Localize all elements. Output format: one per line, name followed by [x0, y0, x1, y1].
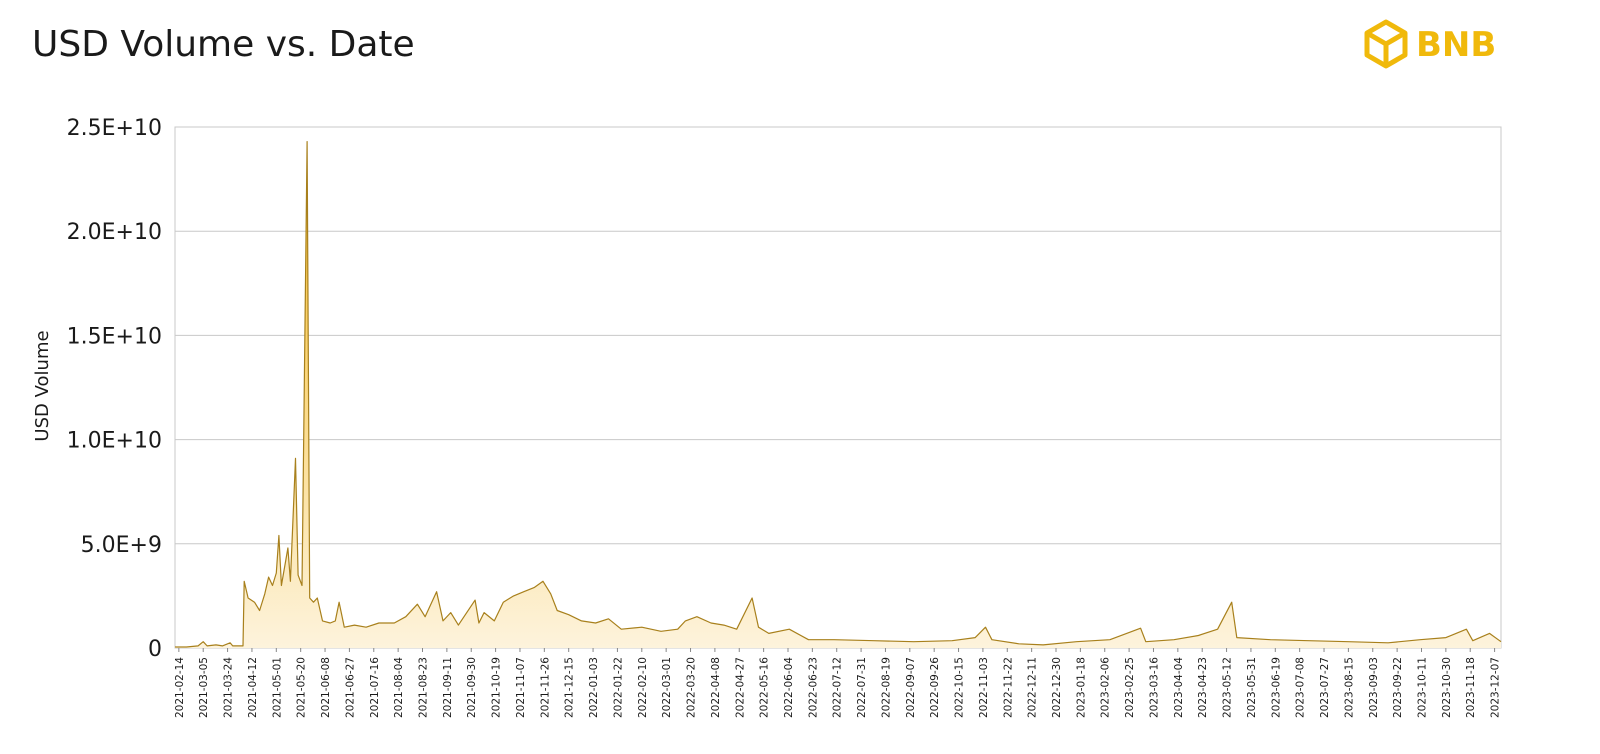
- x-tick-label: 2023-04-23: [1197, 657, 1209, 718]
- y-tick-label: 0: [148, 637, 162, 662]
- x-tick-label: 2021-11-07: [515, 657, 527, 718]
- x-tick-label: 2022-09-07: [905, 657, 917, 718]
- logo-text: BNB: [1416, 25, 1496, 65]
- x-tick-label: 2021-12-15: [564, 657, 576, 718]
- x-tick-label: 2021-06-27: [344, 657, 356, 718]
- chart-title: USD Volume vs. Date: [32, 24, 415, 65]
- x-tick-label: 2021-10-19: [491, 657, 503, 718]
- x-tick-label: 2021-09-11: [442, 657, 454, 718]
- logo: BNB: [1364, 19, 1496, 69]
- x-tick-label: 2022-01-03: [588, 657, 600, 718]
- y-tick-label: 1.5E+10: [67, 324, 162, 349]
- x-tick-label: 2021-05-01: [271, 657, 283, 718]
- x-tick-label: 2021-08-23: [418, 657, 430, 718]
- x-tick-label: 2023-10-30: [1441, 657, 1453, 718]
- x-tick-label: 2022-03-01: [661, 657, 673, 718]
- x-tick-label: 2021-06-08: [320, 657, 332, 718]
- x-tick-label: 2023-10-11: [1416, 657, 1428, 718]
- x-tick-label: 2022-12-11: [1027, 657, 1039, 718]
- x-tick-label: 2021-03-05: [198, 657, 210, 718]
- x-tick-label: 2023-11-18: [1465, 657, 1477, 718]
- x-tick-label: 2022-01-22: [612, 657, 624, 718]
- x-tick-label: 2023-01-18: [1075, 657, 1087, 718]
- y-tick-label: 1.0E+10: [67, 429, 162, 454]
- x-tick-label: 2022-05-16: [759, 657, 771, 718]
- x-tick-label: 2021-04-12: [247, 657, 259, 718]
- x-tick-label: 2023-08-15: [1343, 657, 1355, 718]
- x-tick-label: 2022-03-20: [686, 657, 698, 718]
- x-tick-label: 2021-02-14: [174, 657, 186, 718]
- x-tick-label: 2021-05-20: [296, 657, 308, 718]
- x-tick-label: 2022-11-22: [1002, 657, 1014, 718]
- line: [175, 141, 1502, 648]
- y-tick-label: 5.0E+9: [81, 533, 162, 558]
- x-tick-label: 2023-07-08: [1295, 657, 1307, 718]
- x-tick-label: 2021-03-24: [223, 657, 235, 718]
- x-tick-label: 2021-08-04: [393, 657, 405, 718]
- x-tick-label: 2022-10-15: [954, 657, 966, 718]
- x-tick-label: 2021-11-26: [539, 657, 551, 718]
- x-tick-label: 2021-07-16: [369, 657, 381, 718]
- x-tick-label: 2022-02-10: [637, 657, 649, 718]
- x-tick-label: 2022-06-23: [807, 657, 819, 718]
- x-tick-label: 2022-11-03: [978, 657, 990, 718]
- x-tick-label: 2022-04-27: [734, 657, 746, 718]
- x-tick-label: 2022-07-31: [856, 657, 868, 718]
- x-tick-label: 2023-02-06: [1100, 657, 1112, 718]
- x-tick-label: 2023-02-25: [1124, 657, 1136, 718]
- logo-icon: [1364, 19, 1408, 69]
- area-fill: [175, 141, 1501, 648]
- x-tick-label: 2021-09-30: [466, 657, 478, 718]
- x-tick-label: 2022-09-26: [929, 657, 941, 718]
- x-tick-label: 2022-08-19: [880, 657, 892, 718]
- x-tick-label: 2022-12-30: [1051, 657, 1063, 718]
- x-tick-label: 2022-06-04: [783, 657, 795, 718]
- x-tick-label: 2023-06-19: [1270, 657, 1282, 718]
- x-tick-label: 2023-05-12: [1222, 657, 1234, 718]
- x-tick-label: 2023-05-31: [1246, 657, 1258, 718]
- x-tick-label: 2023-09-22: [1392, 657, 1404, 718]
- x-tick-label: 2023-03-16: [1148, 657, 1160, 718]
- x-tick-label: 2023-12-07: [1490, 657, 1502, 718]
- x-tick-label: 2022-07-12: [832, 657, 844, 718]
- plot-frame: [174, 126, 1502, 649]
- y-tick-label: 2.0E+10: [67, 220, 162, 245]
- y-tick-label: 2.5E+10: [67, 116, 162, 141]
- x-tick-label: 2023-07-27: [1319, 657, 1331, 718]
- x-tick-label: 2023-09-03: [1368, 657, 1380, 718]
- x-tick-label: 2023-04-04: [1173, 657, 1185, 718]
- x-tick-label: 2022-04-08: [710, 657, 722, 718]
- y-axis-label: USD Volume: [32, 330, 53, 441]
